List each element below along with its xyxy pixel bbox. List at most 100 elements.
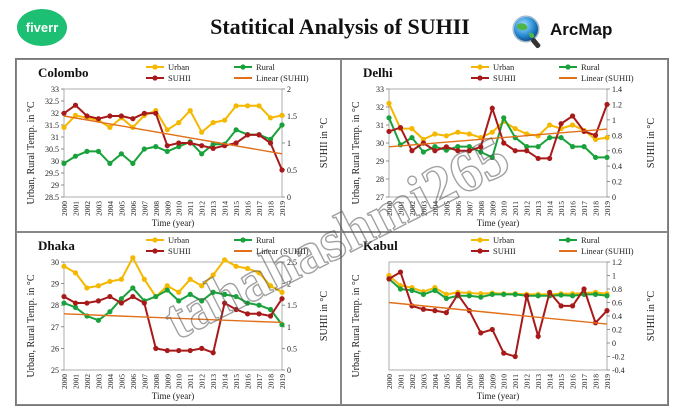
y-right-tick-label: 1.2 — [612, 258, 622, 267]
x-tick-label: 2000 — [385, 374, 394, 389]
data-point-rural — [118, 151, 124, 157]
data-point-suhii — [176, 347, 182, 354]
legend-label: SUHII — [493, 73, 516, 83]
y-right-tick-label: 1.2 — [612, 100, 622, 109]
x-tick-label: 2018 — [267, 374, 276, 389]
data-point-rural — [164, 148, 170, 154]
y-right-tick-label: 0.5 — [287, 344, 297, 353]
y-right-tick-label: 0 — [612, 193, 616, 202]
x-tick-label: 2007 — [465, 201, 474, 216]
data-point-rural — [558, 135, 564, 141]
legend-label: Rural — [581, 62, 601, 72]
data-point-rural — [409, 135, 415, 141]
arcmap-logo-text: ArcMap — [550, 20, 613, 39]
legend-label: Rural — [256, 62, 276, 72]
x-tick-label: 2008 — [152, 374, 161, 389]
y-right-tick-label: 0.8 — [612, 131, 622, 140]
data-point-rural — [489, 291, 495, 297]
legend-marker — [477, 64, 483, 70]
x-axis-label: Time (year) — [477, 391, 519, 401]
data-point-rural — [107, 309, 113, 315]
data-point-urban — [279, 289, 285, 295]
data-point-urban — [466, 131, 472, 137]
data-point-suhii — [512, 148, 518, 154]
data-point-suhii — [141, 300, 147, 306]
data-point-rural — [176, 298, 182, 304]
data-point-rural — [118, 296, 124, 302]
x-tick-label: 2006 — [454, 374, 463, 389]
data-point-suhii — [84, 300, 90, 306]
x-tick-label: 2017 — [255, 374, 264, 389]
x-axis-label: Time (year) — [477, 218, 519, 228]
data-point-rural — [489, 154, 495, 160]
data-point-urban — [176, 120, 182, 126]
data-point-rural — [233, 127, 239, 133]
data-point-urban — [592, 136, 599, 142]
x-tick-label: 2006 — [454, 201, 463, 216]
x-tick-label: 2009 — [488, 374, 497, 389]
data-point-rural — [222, 291, 228, 297]
data-point-suhii — [592, 132, 599, 138]
chart-legend: Urban Rural SUHII Linear (SUHII) — [146, 62, 309, 83]
y-left-tick-label: 27 — [376, 193, 384, 202]
data-point-rural — [604, 293, 610, 299]
x-tick-label: 2004 — [431, 201, 440, 216]
data-point-rural — [558, 292, 564, 298]
data-point-suhii — [569, 113, 576, 119]
data-point-suhii — [386, 276, 392, 282]
x-tick-label: 2007 — [140, 374, 149, 389]
data-point-suhii — [95, 298, 102, 304]
x-tick-label: 2000 — [60, 374, 69, 389]
y-right-tick-label: 0.4 — [612, 312, 622, 321]
y-right-tick-label: 0 — [612, 339, 616, 348]
data-point-suhii — [107, 113, 113, 119]
data-point-suhii — [535, 333, 541, 339]
data-point-rural — [592, 291, 599, 297]
chart-title: Kabul — [363, 238, 398, 253]
series-rural — [61, 285, 285, 328]
data-point-urban — [244, 265, 251, 272]
y-right-axis-label: SUHII in °C — [319, 291, 330, 341]
data-point-suhii — [267, 140, 274, 146]
data-point-rural — [107, 160, 113, 166]
data-point-urban — [118, 276, 124, 282]
x-tick-label: 2003 — [419, 201, 428, 216]
data-point-urban — [210, 272, 216, 278]
y-left-axis-label: Urban, Rural Temp. in °C — [26, 274, 37, 377]
y-left-tick-label: 30 — [376, 139, 384, 148]
data-point-suhii — [141, 110, 147, 116]
data-point-urban — [256, 270, 262, 276]
trend-line — [63, 115, 283, 155]
data-point-suhii — [256, 132, 262, 138]
data-point-suhii — [244, 311, 251, 317]
data-point-urban — [233, 263, 239, 269]
x-tick-label: 2012 — [523, 374, 532, 389]
legend-marker — [152, 64, 158, 70]
x-tick-label: 2014 — [221, 201, 230, 216]
data-point-urban — [443, 291, 449, 297]
x-tick-label: 2018 — [267, 201, 276, 216]
data-point-rural — [466, 293, 472, 299]
y-left-tick-label: 29 — [51, 280, 59, 289]
y-left-tick-label: 29 — [51, 181, 59, 190]
x-axis-label: Time (year) — [152, 391, 194, 401]
y-right-tick-label: 1.5 — [287, 301, 297, 310]
data-point-urban — [279, 112, 285, 118]
data-point-suhii — [604, 101, 610, 108]
data-point-suhii — [501, 140, 507, 146]
data-point-suhii — [524, 148, 530, 154]
data-point-rural — [547, 135, 553, 141]
chart-title: Colombo — [38, 65, 89, 80]
data-point-urban — [432, 131, 438, 137]
y-right-tick-label: 2.5 — [287, 258, 297, 267]
data-point-suhii — [569, 303, 576, 309]
data-point-urban — [233, 103, 239, 109]
x-tick-label: 2003 — [94, 374, 103, 389]
chart-panel-dhaka: Dhaka Urban Rural SUHII Linear (SUHII) 25 26 27… — [16, 232, 341, 405]
legend-marker — [152, 237, 158, 243]
data-point-urban — [61, 124, 67, 130]
x-tick-label: 2017 — [255, 201, 264, 216]
y-left-tick-label: 31.5 — [45, 121, 59, 130]
data-point-suhii — [489, 105, 495, 111]
fiverr-logo-text: fiverr — [25, 20, 59, 35]
